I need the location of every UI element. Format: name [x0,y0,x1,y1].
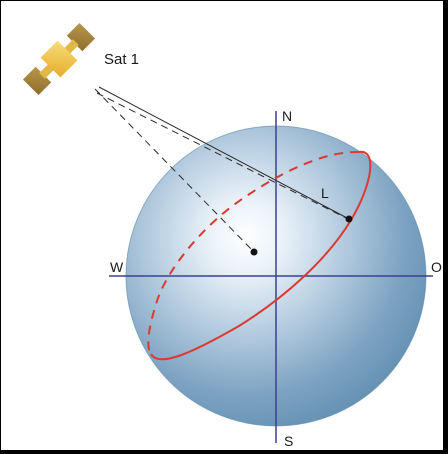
satellite-label: Sat 1 [104,51,139,68]
orbit-back-path [147,150,360,355]
solid-link-to-orbit-point [98,86,350,220]
east-label: O [431,259,442,275]
points-group [250,215,353,256]
satellite-globe-diagram: Sat 1 N S W O L [22,22,442,449]
diagram-panel: Sat 1 N S W O L [1,1,443,450]
south-label: S [284,433,293,449]
center-point [250,248,258,256]
satellite-body [40,40,78,78]
satellite-panel-bottom [22,66,52,96]
satellite-icon [22,22,96,96]
satellite-panel-top [66,22,96,52]
satellite-lines-group [94,86,350,253]
west-label: W [110,259,124,275]
orbit-point [345,215,353,223]
orbit-front-path [150,150,372,361]
dashed-link-to-orbit-point [96,92,349,220]
orbit-group [147,150,372,361]
line-label: L [321,185,329,201]
north-label: N [282,108,292,124]
axes-group [109,111,433,443]
dashed-link-to-center-point [94,88,255,253]
